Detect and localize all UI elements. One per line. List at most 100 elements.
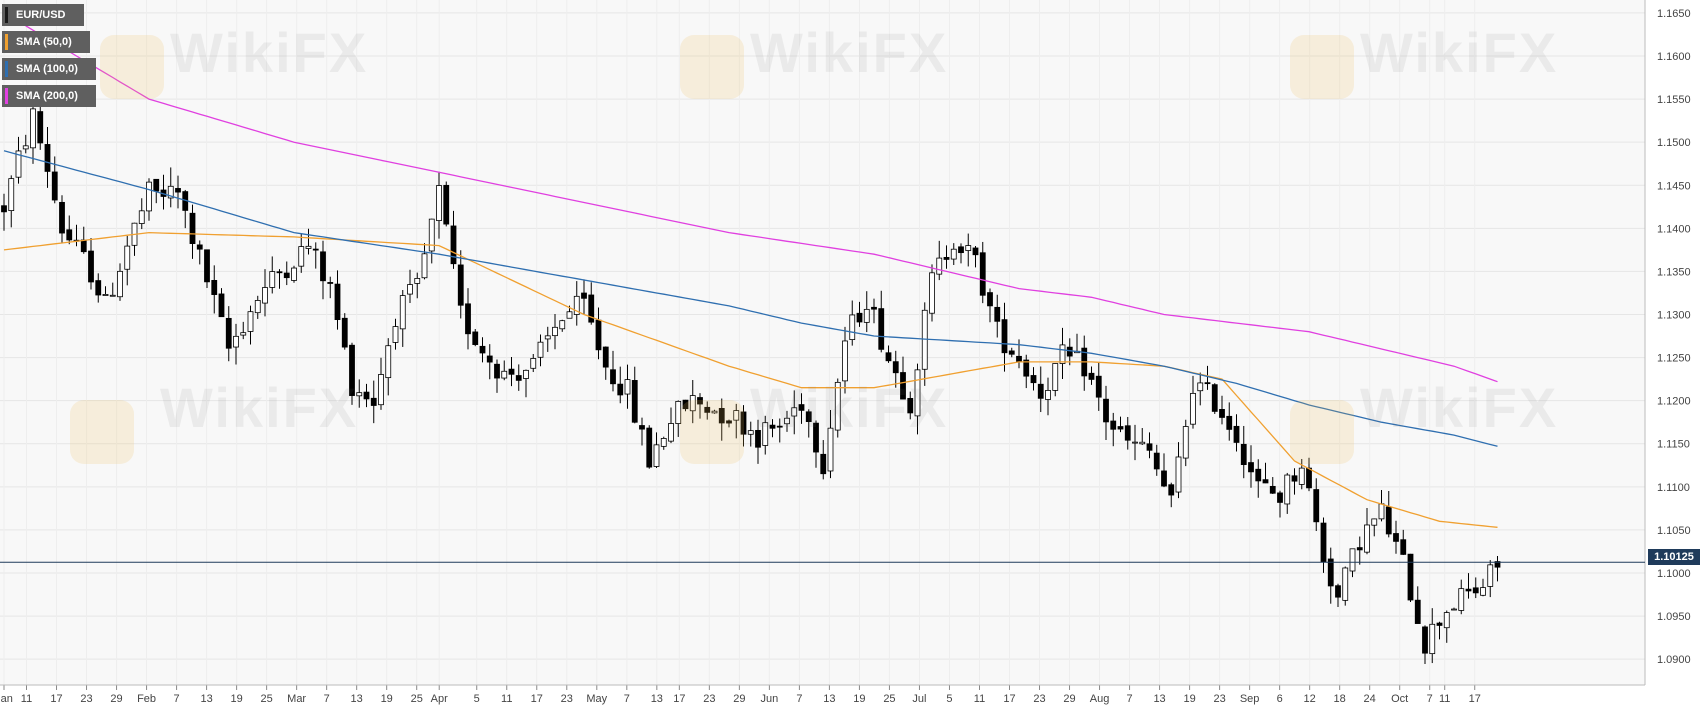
candle-body — [1, 205, 7, 213]
legend-item-eurusd[interactable]: EUR/USD — [2, 4, 84, 26]
candle-body — [704, 406, 711, 413]
candle-body — [1414, 599, 1421, 624]
candle-body — [312, 248, 319, 251]
candle-body — [1095, 375, 1102, 398]
candle-body — [1349, 548, 1356, 572]
candle-body — [936, 257, 943, 275]
candle-body — [871, 306, 877, 310]
candle-body — [1008, 350, 1015, 355]
candle-body — [428, 218, 435, 252]
legend-item-sma50[interactable]: SMA (50,0) — [2, 31, 90, 53]
x-tick-label: 7 — [624, 693, 630, 705]
candle-body — [8, 178, 15, 212]
candle-body — [733, 410, 740, 421]
candle-body — [508, 368, 515, 375]
candle-body — [740, 411, 747, 435]
candle-body — [979, 252, 986, 296]
y-tick-label: 1.1250 — [1657, 353, 1691, 365]
candle-body — [436, 185, 442, 221]
candle-body — [1037, 383, 1044, 399]
candle-body — [465, 303, 471, 335]
candle-body — [856, 312, 863, 323]
y-tick-label: 1.0950 — [1657, 611, 1691, 623]
candle-body — [914, 369, 921, 417]
candle-body — [602, 346, 609, 368]
y-tick-label: 1.1650 — [1657, 8, 1691, 20]
candle-body — [421, 253, 428, 279]
legend-swatch — [5, 7, 8, 23]
candle-body — [138, 210, 145, 224]
watermark-text: WikiFX — [1360, 376, 1559, 439]
candle-body — [298, 246, 305, 267]
candle-body — [479, 345, 486, 354]
candle-body — [399, 295, 406, 330]
candle-body — [22, 145, 29, 150]
candle-body — [718, 408, 725, 424]
candle-body — [204, 249, 210, 283]
candle-body — [813, 422, 819, 453]
candle-body — [167, 185, 174, 199]
watermark-logo-icon — [1290, 400, 1354, 464]
candle-body — [631, 380, 638, 423]
y-tick-label: 1.1300 — [1657, 309, 1691, 321]
candle-body — [1103, 398, 1109, 423]
x-tick-label: 13 — [351, 693, 363, 705]
candle-body — [283, 272, 290, 279]
candle-body — [95, 280, 102, 296]
candle-body — [544, 335, 551, 340]
candle-body — [1443, 612, 1450, 629]
candle-body — [972, 247, 979, 256]
x-tick-label: 17 — [531, 693, 543, 705]
candle-body — [102, 294, 109, 296]
candle-body — [1124, 425, 1131, 441]
y-tick-label: 1.1500 — [1657, 137, 1691, 149]
candle-body — [276, 271, 283, 274]
candle-body — [929, 272, 935, 314]
x-tick-label: 17 — [50, 693, 62, 705]
candle-body — [472, 331, 479, 345]
candle-body — [1233, 425, 1240, 443]
candle-body — [849, 314, 856, 340]
x-tick-label: May — [586, 693, 607, 705]
watermark-logo-icon — [100, 35, 164, 99]
candle-body — [755, 429, 761, 448]
candle-body — [1356, 547, 1363, 551]
candle-body — [1190, 392, 1196, 425]
y-tick-label: 1.1550 — [1657, 94, 1691, 106]
candle-body — [1487, 564, 1494, 587]
candle-body — [334, 283, 341, 321]
x-tick-label: Sep — [1240, 693, 1260, 705]
candle-body — [1451, 608, 1457, 611]
candle-body — [1016, 355, 1022, 362]
candle-body — [1407, 553, 1414, 601]
y-tick-label: 1.1600 — [1657, 51, 1691, 63]
candle-body — [776, 425, 783, 428]
candle-body — [494, 363, 500, 379]
candle-body — [900, 372, 906, 400]
x-tick-label: 17 — [1469, 693, 1481, 705]
candle-body — [1117, 426, 1124, 430]
candle-body — [30, 108, 36, 149]
x-tick-label: Apr — [431, 693, 448, 705]
candle-body — [950, 248, 957, 260]
x-tick-label: 18 — [1334, 693, 1346, 705]
x-tick-label: 24 — [1364, 693, 1376, 705]
candle-body — [262, 287, 268, 304]
legend-item-sma200[interactable]: SMA (200,0) — [2, 85, 96, 107]
candle-body — [327, 282, 334, 284]
candle-body — [44, 144, 51, 172]
candle-body — [827, 427, 834, 472]
candle-body — [320, 251, 326, 282]
candle-body — [501, 370, 508, 379]
candle-body — [385, 345, 392, 379]
x-tick-label: 19 — [853, 693, 865, 705]
candle-body — [407, 284, 413, 295]
legend-item-sma100[interactable]: SMA (100,0) — [2, 58, 96, 80]
candle-body — [1240, 443, 1247, 466]
candle-body — [523, 369, 529, 379]
candle-body — [117, 270, 123, 298]
candle-body — [51, 171, 58, 201]
candle-body — [965, 245, 972, 251]
x-tick-label: 25 — [883, 693, 895, 705]
